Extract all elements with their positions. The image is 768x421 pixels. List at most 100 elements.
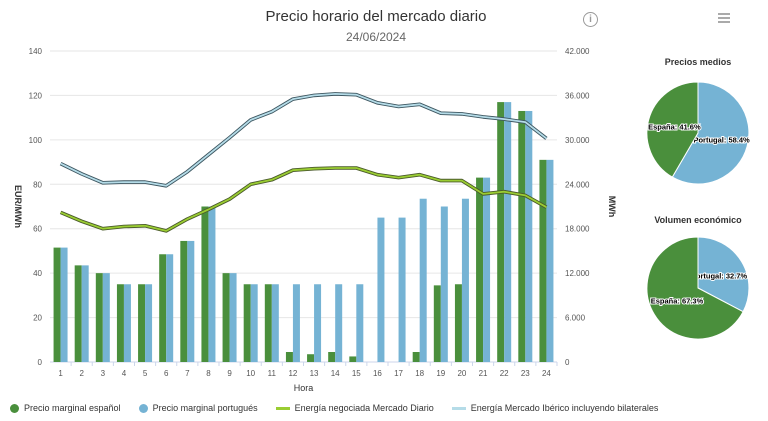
bar-portugal-price bbox=[292, 284, 300, 362]
bar-portugal-price bbox=[440, 206, 448, 362]
legend-item-portugal-price[interactable]: Precio marginal portugués bbox=[138, 403, 258, 413]
bar-portugal-price bbox=[335, 284, 343, 362]
bar-portugal-price bbox=[356, 284, 364, 362]
x-tick-label: 21 bbox=[479, 369, 488, 378]
bar-portugal-price bbox=[461, 198, 469, 362]
bar-portugal-price bbox=[483, 177, 491, 362]
bar-spain-price bbox=[159, 254, 167, 362]
bar-spain-price bbox=[539, 159, 547, 362]
bar-portugal-price bbox=[102, 273, 110, 362]
pie-slice bbox=[646, 81, 699, 178]
y2-tick-label: 6.000 bbox=[565, 314, 586, 323]
legend-item-energy-daily[interactable]: Energía negociada Mercado Diario bbox=[275, 403, 434, 413]
y-tick-label: 0 bbox=[38, 358, 43, 367]
chart-legend: Precio marginal español Precio marginal … bbox=[10, 403, 676, 413]
legend-label: Energía negociada Mercado Diario bbox=[294, 403, 434, 413]
x-tick-label: 14 bbox=[331, 369, 340, 378]
bar-portugal-price bbox=[229, 273, 237, 362]
pie-title-volumen-economico: Volumen económico bbox=[654, 215, 742, 225]
y2-tick-label: 0 bbox=[565, 358, 570, 367]
line-energy-daily-outline bbox=[59, 166, 548, 233]
info-icon[interactable]: i bbox=[583, 12, 598, 27]
x-tick-label: 8 bbox=[206, 369, 211, 378]
bar-portugal-price bbox=[208, 206, 216, 362]
bar-spain-price bbox=[95, 273, 103, 362]
bar-portugal-price bbox=[81, 265, 89, 362]
legend-label: Precio marginal portugués bbox=[152, 403, 258, 413]
x-tick-label: 9 bbox=[227, 369, 232, 378]
y2-tick-label: 12.000 bbox=[565, 269, 590, 278]
bar-portugal-price bbox=[187, 240, 195, 362]
chart-subtitle: 24/06/2024 bbox=[345, 30, 407, 44]
y-tick-label: 40 bbox=[33, 269, 42, 278]
hamburger-menu-icon[interactable] bbox=[718, 13, 730, 23]
pie-slice bbox=[671, 81, 750, 185]
chart-title: Precio horario del mercado diario bbox=[265, 8, 487, 25]
bar-portugal-price bbox=[123, 284, 131, 362]
x-tick-label: 3 bbox=[101, 369, 106, 378]
line-energy-iberian bbox=[60, 93, 547, 187]
bar-spain-price bbox=[433, 285, 441, 362]
bar-spain-price bbox=[328, 352, 336, 362]
bar-portugal-price bbox=[525, 110, 533, 362]
x-tick-label: 15 bbox=[352, 369, 361, 378]
bar-portugal-price bbox=[504, 102, 512, 362]
line-energy-daily bbox=[60, 167, 547, 232]
y2-tick-label: 18.000 bbox=[565, 225, 590, 234]
bar-portugal-price bbox=[166, 254, 174, 362]
bar-spain-price bbox=[243, 284, 251, 362]
x-tick-label: 7 bbox=[185, 369, 190, 378]
legend-marker bbox=[275, 406, 290, 410]
legend-label: Precio marginal español bbox=[24, 403, 121, 413]
bar-spain-price bbox=[222, 273, 230, 362]
bar-spain-price bbox=[285, 352, 293, 362]
bar-spain-price bbox=[412, 352, 420, 362]
y-tick-label: 120 bbox=[29, 91, 43, 100]
bar-spain-price bbox=[74, 265, 82, 362]
bar-spain-price bbox=[349, 356, 357, 362]
x-tick-label: 13 bbox=[310, 369, 319, 378]
bar-spain-price bbox=[116, 284, 124, 362]
bar-spain-price bbox=[264, 284, 272, 362]
x-tick-label: 22 bbox=[500, 369, 509, 378]
x-tick-label: 10 bbox=[246, 369, 255, 378]
x-tick-label: 6 bbox=[164, 369, 169, 378]
legend-marker bbox=[10, 403, 19, 413]
legend-marker bbox=[138, 403, 148, 413]
x-tick-label: 19 bbox=[436, 369, 445, 378]
legend-item-energy-iberian[interactable]: Energía Mercado Ibérico incluyendo bilat… bbox=[451, 403, 658, 413]
bar-spain-price bbox=[518, 110, 526, 362]
y2-tick-label: 36.000 bbox=[565, 91, 590, 100]
x-tick-label: 20 bbox=[457, 369, 466, 378]
bar-portugal-price bbox=[398, 217, 406, 362]
y-axis-title: EUR/MWh bbox=[13, 185, 23, 228]
x-tick-label: 4 bbox=[122, 369, 127, 378]
y-tick-label: 60 bbox=[33, 225, 42, 234]
x-tick-label: 16 bbox=[373, 369, 382, 378]
y2-tick-label: 24.000 bbox=[565, 180, 590, 189]
pie-title-precios-medios: Precios medios bbox=[664, 57, 732, 67]
bar-portugal-price bbox=[419, 198, 427, 362]
legend-item-spain-price[interactable]: Precio marginal español bbox=[10, 403, 121, 413]
y-tick-label: 20 bbox=[33, 314, 42, 323]
bar-spain-price bbox=[138, 284, 146, 362]
bar-portugal-price bbox=[271, 284, 279, 362]
x-tick-label: 1 bbox=[58, 369, 63, 378]
x-tick-label: 24 bbox=[542, 369, 551, 378]
bar-spain-price bbox=[201, 206, 209, 362]
x-tick-label: 2 bbox=[79, 369, 84, 378]
pie-slice-label: Portugal: 58.4% bbox=[693, 135, 750, 144]
bar-spain-price bbox=[497, 102, 505, 362]
x-tick-label: 12 bbox=[288, 369, 297, 378]
bar-spain-price bbox=[454, 284, 462, 362]
pie-slice bbox=[697, 236, 750, 313]
legend-marker bbox=[451, 406, 466, 410]
bar-portugal-price bbox=[377, 217, 385, 362]
pie-slice bbox=[646, 236, 744, 340]
y2-tick-label: 42.000 bbox=[565, 47, 590, 56]
pie-slice-label: España: 67.3% bbox=[651, 297, 704, 306]
y-tick-label: 80 bbox=[33, 180, 42, 189]
x-axis-title: Hora bbox=[294, 383, 314, 393]
bar-portugal-price bbox=[145, 284, 153, 362]
x-tick-label: 17 bbox=[394, 369, 403, 378]
